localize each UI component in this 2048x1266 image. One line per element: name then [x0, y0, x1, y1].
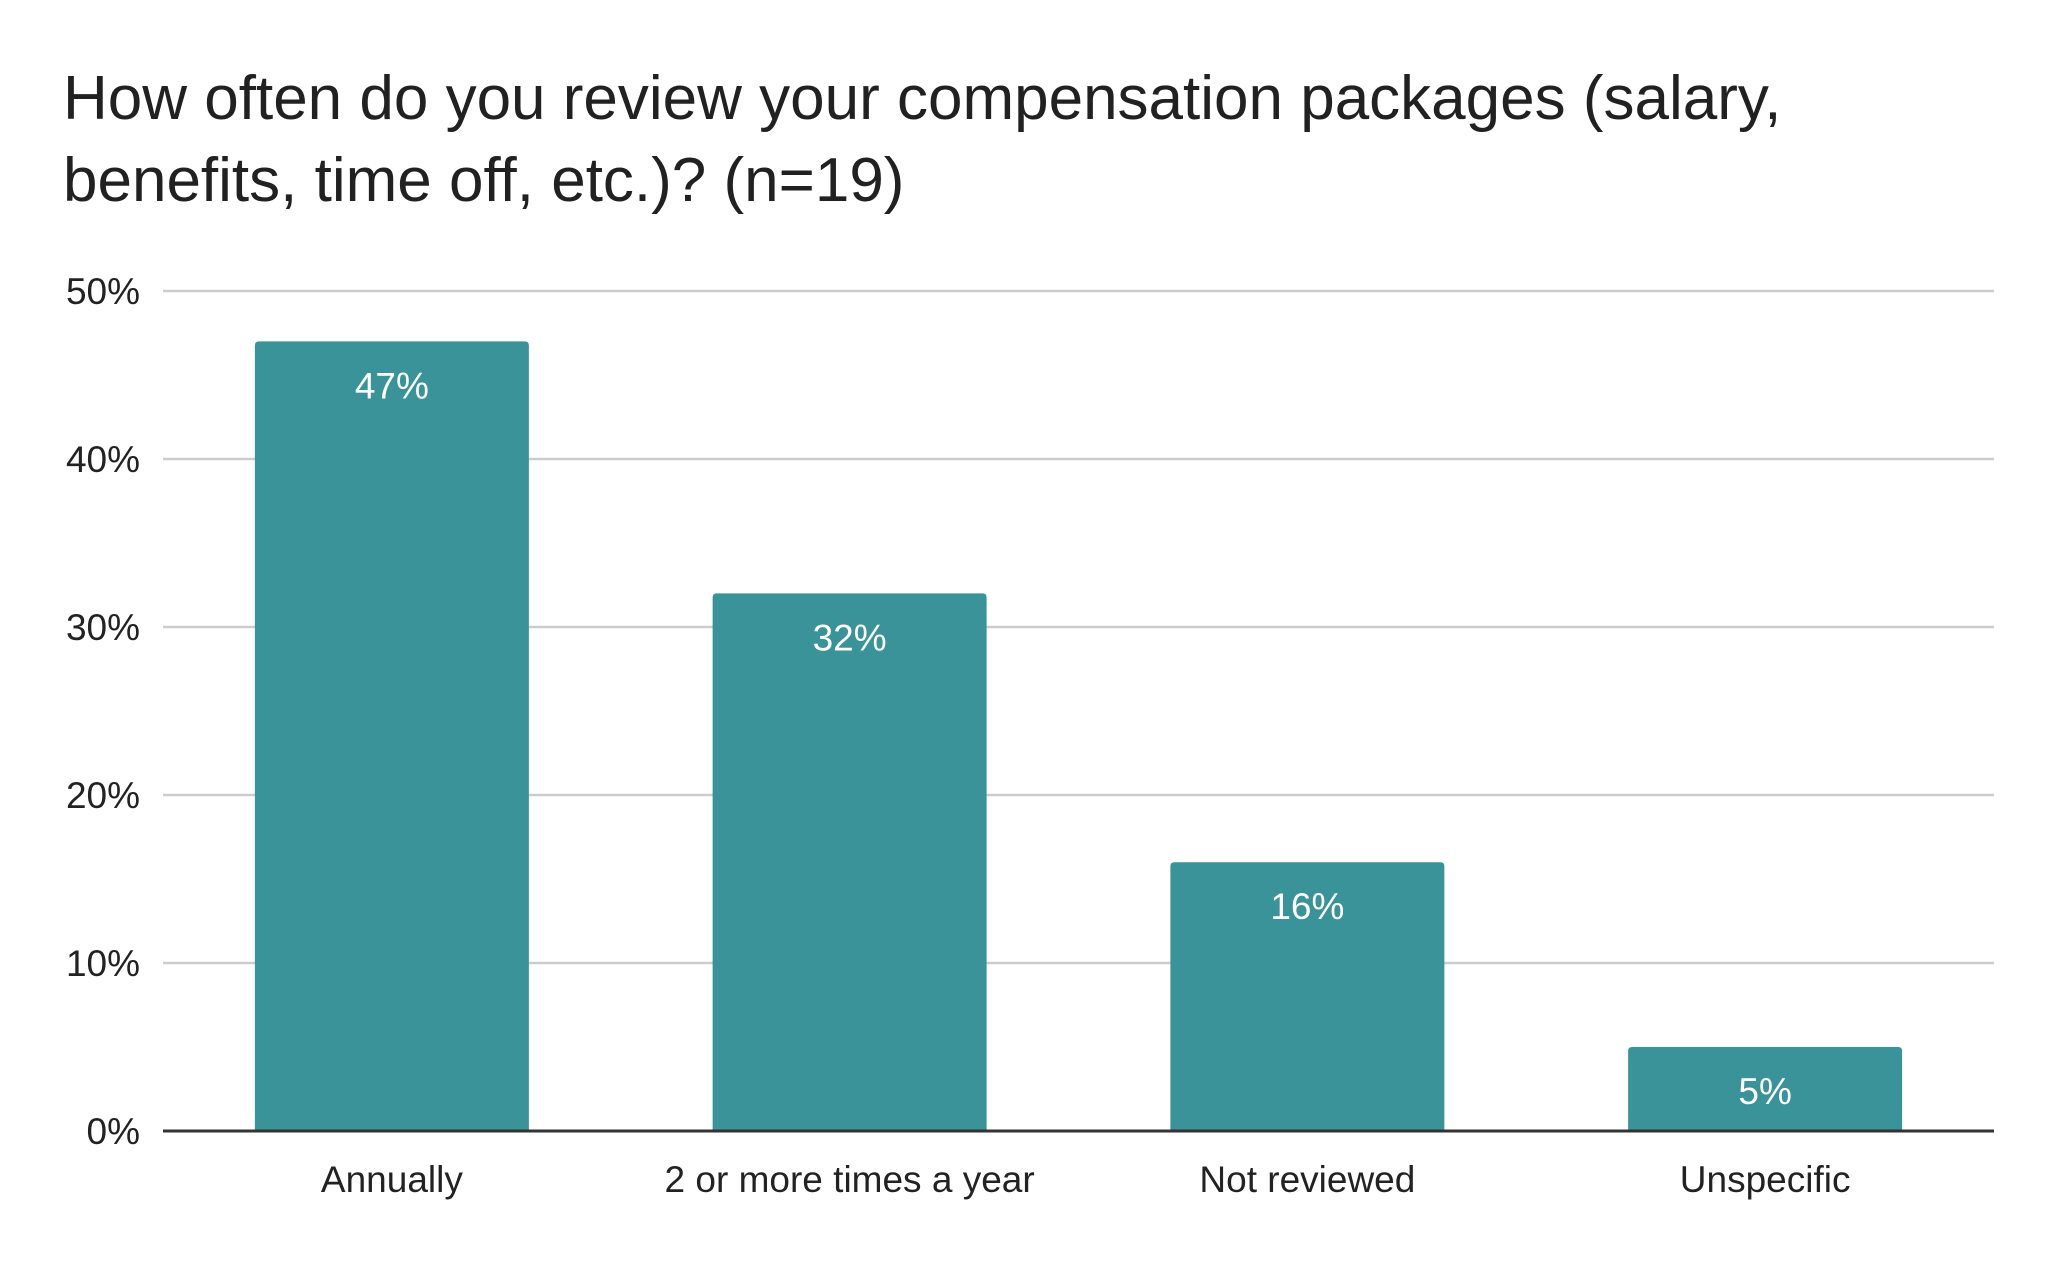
- y-tick-label: 30%: [66, 607, 140, 648]
- x-tick-label: 2 or more times a year: [665, 1159, 1035, 1200]
- bar: [712, 593, 987, 1131]
- y-tick-label: 10%: [66, 943, 140, 984]
- x-tick-label: Not reviewed: [1199, 1159, 1415, 1200]
- data-label: 32%: [813, 617, 887, 658]
- y-tick-label: 20%: [66, 775, 140, 816]
- bar: [254, 341, 529, 1131]
- x-tick-label: Annually: [321, 1159, 463, 1200]
- data-label: 47%: [355, 365, 429, 406]
- y-tick-label: 50%: [66, 271, 140, 312]
- chart-title: How often do you review your compensatio…: [63, 64, 1782, 215]
- y-tick-label: 40%: [66, 439, 140, 480]
- data-label: 5%: [1738, 1071, 1791, 1112]
- y-tick-label: 0%: [87, 1111, 140, 1152]
- data-label: 16%: [1270, 886, 1344, 927]
- x-tick-label: Unspecific: [1680, 1159, 1851, 1200]
- bar: [1170, 862, 1445, 1131]
- bar: [1628, 1047, 1903, 1131]
